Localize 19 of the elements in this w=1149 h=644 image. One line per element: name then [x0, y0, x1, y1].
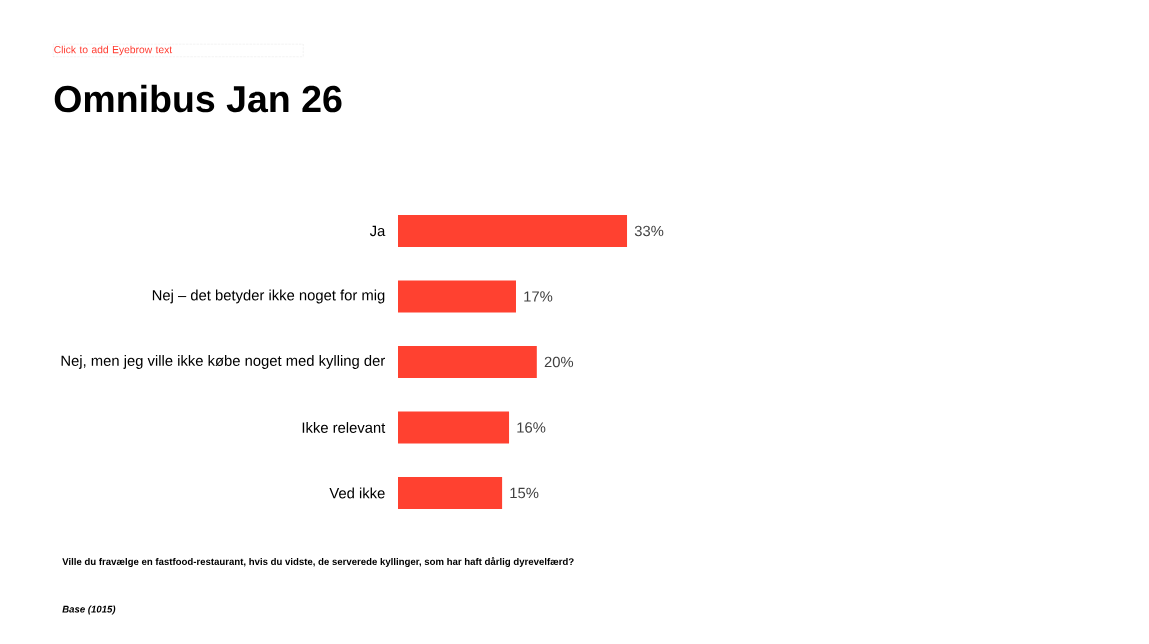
data-label: 16%: [517, 422, 546, 433]
y-tick-label: Ved ikke: [329, 487, 385, 499]
bar: [398, 411, 510, 444]
bar: [398, 476, 503, 510]
bar: [398, 214, 628, 248]
bar: [398, 345, 537, 379]
chart-title: Omnibus Jan 26: [54, 84, 342, 113]
y-tick-label: Ikke relevant: [302, 422, 386, 433]
data-label: 20%: [544, 356, 574, 368]
y-tick-label: Nej – det betyder ikke noget for mig: [152, 289, 385, 304]
data-label: 33%: [634, 225, 664, 237]
text: Ville du fravælge en fastfood-restaurant, hvis du vidste, de serverede kyllinger, som har haft dårlig dyrevelfærd?: [62, 557, 574, 567]
text: Base (1015): [62, 605, 116, 615]
bar: [398, 280, 516, 313]
data-label: 17%: [524, 291, 553, 302]
data-label: 15%: [510, 487, 539, 499]
y-tick-label: Ja: [369, 225, 386, 237]
y-tick-label: Nej, men jeg ville ikke købe noget med kylling der: [61, 355, 385, 369]
text: Click to add Eyebrow text: [54, 45, 173, 56]
